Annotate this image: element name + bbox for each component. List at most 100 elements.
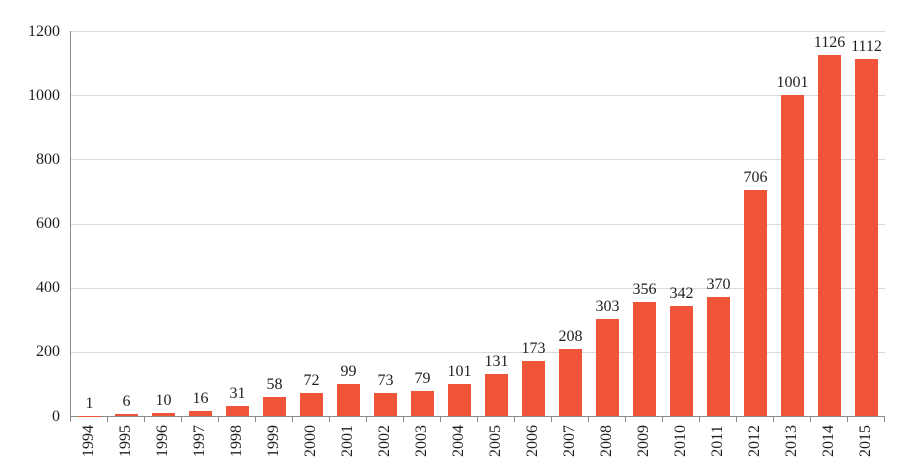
bar-2007 bbox=[559, 349, 582, 416]
plot-area: 1 6 10 16 31 58 72 99 73 79 101 131 173 208 303 356 342 3… bbox=[70, 31, 885, 417]
y-axis-tick-label: 1200 bbox=[28, 22, 60, 40]
bar-value-label: 1126 bbox=[813, 33, 846, 51]
x-axis-tick bbox=[403, 417, 404, 422]
bar-2014 bbox=[818, 54, 841, 416]
gridline bbox=[71, 95, 885, 97]
gridline bbox=[71, 31, 885, 32]
bar-value-label: 72 bbox=[303, 371, 320, 389]
bar-2001 bbox=[337, 384, 360, 416]
x-axis-tick-label: 2015 bbox=[856, 425, 874, 457]
bar-value-label: 73 bbox=[377, 371, 394, 389]
y-axis-tick-label: 800 bbox=[36, 150, 60, 168]
bar-2000 bbox=[300, 392, 323, 416]
x-axis-tick-label: 1994 bbox=[79, 425, 97, 457]
bar-value-label: 173 bbox=[521, 339, 546, 357]
x-axis-tick bbox=[329, 417, 330, 422]
x-axis-tick bbox=[514, 417, 515, 422]
bar-2010 bbox=[670, 306, 693, 416]
x-axis-tick-label: 2008 bbox=[597, 425, 615, 457]
x-axis-tick bbox=[440, 417, 441, 422]
bar-value-label: 303 bbox=[595, 297, 620, 315]
bar-2005 bbox=[485, 373, 508, 416]
x-axis-tick bbox=[551, 417, 552, 422]
gridline bbox=[71, 159, 885, 161]
bar-value-label: 208 bbox=[558, 328, 583, 346]
gridline bbox=[71, 351, 885, 353]
bar-value-label: 706 bbox=[743, 168, 768, 186]
x-axis-tick bbox=[884, 417, 885, 422]
x-axis-tick bbox=[699, 417, 700, 422]
bar-1996 bbox=[152, 412, 175, 416]
x-axis-tick-label: 1998 bbox=[227, 425, 245, 457]
x-axis-tick-label: 2004 bbox=[449, 425, 467, 457]
x-axis-tick-label: 2002 bbox=[375, 425, 393, 457]
bar-1998 bbox=[226, 406, 249, 416]
x-axis-tick bbox=[181, 417, 182, 422]
bar-value-label: 31 bbox=[229, 385, 246, 403]
bar-1995 bbox=[115, 414, 138, 416]
bar-2012 bbox=[744, 189, 767, 416]
x-axis-tick-label: 2001 bbox=[338, 425, 356, 457]
x-axis-tick-label: 2010 bbox=[671, 425, 689, 457]
x-axis-tick bbox=[292, 417, 293, 422]
x-axis-tick-label: 2005 bbox=[486, 425, 504, 457]
x-axis-tick bbox=[477, 417, 478, 422]
bar-value-label: 99 bbox=[340, 363, 357, 381]
bar-value-label: 356 bbox=[632, 280, 657, 298]
x-axis-tick-label: 2012 bbox=[745, 425, 763, 457]
x-axis-tick-label: 2009 bbox=[634, 425, 652, 457]
y-axis-tick-label: 200 bbox=[36, 343, 60, 361]
x-axis-tick bbox=[144, 417, 145, 422]
bar-value-label: 6 bbox=[122, 393, 131, 411]
bar-1997 bbox=[189, 410, 212, 416]
x-axis-tick-label: 2006 bbox=[523, 425, 541, 457]
bar-2003 bbox=[411, 390, 434, 416]
y-axis-tick-label: 600 bbox=[36, 215, 60, 232]
bar-1999 bbox=[263, 397, 286, 416]
x-axis-tick bbox=[366, 417, 367, 422]
x-axis-tick-label: 2013 bbox=[782, 425, 800, 457]
bar-2002 bbox=[374, 392, 397, 416]
bar-2011 bbox=[707, 297, 730, 416]
x-axis-tick bbox=[662, 417, 663, 422]
x-axis-tick bbox=[810, 417, 811, 422]
x-axis-tick-label: 2003 bbox=[412, 425, 430, 457]
bar-value-label: 58 bbox=[266, 376, 283, 394]
x-axis-tick bbox=[847, 417, 848, 422]
bar-2004 bbox=[448, 383, 471, 416]
bar-2008 bbox=[596, 318, 619, 416]
gridline bbox=[71, 223, 885, 225]
x-axis-tick-label: 2000 bbox=[301, 425, 319, 457]
x-axis-tick bbox=[107, 417, 108, 422]
x-axis-tick-label: 1996 bbox=[153, 425, 171, 457]
bar-2006 bbox=[522, 360, 545, 416]
y-axis-tick-label: 1000 bbox=[28, 86, 60, 104]
x-axis-tick bbox=[588, 417, 589, 422]
bar-value-label: 131 bbox=[484, 352, 509, 370]
bar-value-label: 1001 bbox=[776, 73, 809, 91]
x-axis-tick bbox=[218, 417, 219, 422]
x-axis-tick-label: 2011 bbox=[708, 425, 726, 457]
bar-value-label: 1 bbox=[85, 394, 94, 412]
bar-2013 bbox=[781, 94, 804, 416]
bar-value-label: 79 bbox=[414, 369, 431, 387]
x-axis-tick bbox=[70, 417, 71, 422]
bar-2015 bbox=[855, 59, 878, 416]
bar-value-label: 342 bbox=[669, 285, 694, 303]
bar-value-label: 16 bbox=[192, 389, 209, 407]
bar-value-label: 10 bbox=[155, 391, 172, 409]
bar-value-label: 101 bbox=[447, 362, 472, 380]
x-axis-tick-label: 1999 bbox=[264, 425, 282, 457]
y-axis-tick-label: 0 bbox=[52, 407, 60, 425]
bar-value-label: 1112 bbox=[851, 38, 882, 56]
x-axis-tick bbox=[255, 417, 256, 422]
x-axis-tick-label: 2007 bbox=[560, 425, 578, 457]
gridline bbox=[71, 287, 885, 289]
x-axis-tick bbox=[736, 417, 737, 422]
x-axis-tick-label: 1997 bbox=[190, 425, 208, 457]
bar-value-label: 370 bbox=[706, 276, 731, 294]
bar-2009 bbox=[633, 301, 656, 416]
x-axis-tick bbox=[625, 417, 626, 422]
x-axis-tick-label: 2014 bbox=[819, 425, 837, 457]
